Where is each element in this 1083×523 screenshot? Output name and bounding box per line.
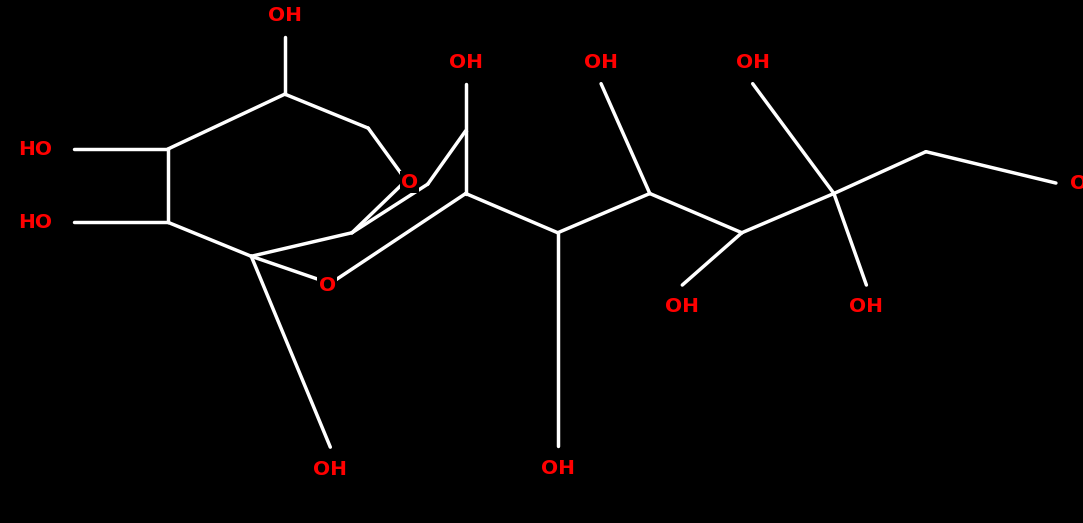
Text: HO: HO (18, 213, 52, 232)
Text: OH: OH (268, 6, 302, 25)
Text: OH: OH (735, 53, 770, 72)
Text: OH: OH (849, 297, 884, 316)
Text: OH: OH (313, 460, 348, 479)
Text: HO: HO (18, 140, 52, 158)
Text: O: O (401, 173, 418, 191)
Text: O: O (401, 173, 418, 191)
Text: O: O (318, 276, 336, 294)
Text: OH: OH (540, 459, 575, 477)
Text: OH: OH (1070, 174, 1083, 192)
Text: OH: OH (448, 53, 483, 72)
Text: OH: OH (584, 53, 618, 72)
Text: OH: OH (665, 297, 700, 316)
